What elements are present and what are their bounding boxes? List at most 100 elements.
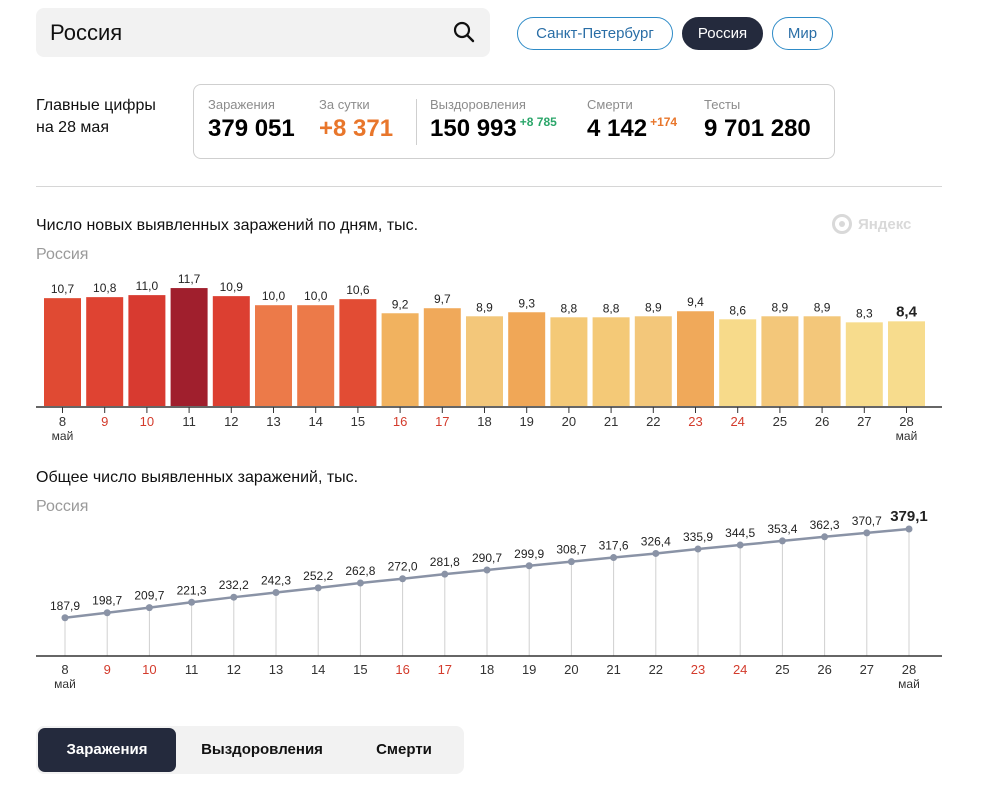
summary-title-line2: на 28 мая xyxy=(36,119,109,136)
stat-deaths-delta: +174 xyxy=(650,115,678,129)
stat-infections: Заражения 379 051 xyxy=(208,97,295,143)
bar xyxy=(212,296,250,406)
point-value-label: 344,5 xyxy=(725,526,755,540)
point-value-label: 317,6 xyxy=(599,539,629,553)
point-value-label: 362,3 xyxy=(810,518,840,532)
bar xyxy=(170,288,208,406)
bar xyxy=(466,316,503,406)
x-tick-label: 18 xyxy=(480,662,494,677)
x-tick-label: 19 xyxy=(519,414,533,429)
x-tick-label: 13 xyxy=(266,414,280,429)
bar xyxy=(128,295,166,406)
bar xyxy=(86,297,124,406)
tab-recoveries[interactable]: Выздоровления xyxy=(201,741,323,758)
region-chip-spb[interactable]: Санкт-Петербург xyxy=(517,17,673,50)
bar xyxy=(888,321,925,406)
x-tick-label: 23 xyxy=(691,662,705,677)
x-tick-label: 25 xyxy=(775,662,789,677)
data-point xyxy=(736,541,744,549)
x-month-label-start: май xyxy=(54,677,76,691)
point-value-label: 379,1 xyxy=(890,510,928,525)
x-tick-label: 10 xyxy=(142,662,156,677)
bar xyxy=(845,322,883,406)
point-value-label: 308,7 xyxy=(556,543,586,557)
tab-infections[interactable]: Заражения xyxy=(38,728,176,772)
tab-deaths[interactable]: Смерти xyxy=(376,741,432,758)
bar xyxy=(677,311,714,406)
bar xyxy=(592,317,630,406)
stat-perday: За сутки +8 371 xyxy=(319,97,393,143)
bar-value-label: 9,3 xyxy=(518,296,535,310)
bar-value-label: 11,7 xyxy=(178,272,201,286)
yandex-logo-icon xyxy=(832,214,852,234)
data-point xyxy=(567,558,575,566)
bar xyxy=(550,317,588,406)
x-tick-label: 20 xyxy=(562,414,576,429)
section-divider xyxy=(36,186,942,187)
x-tick-label: 11 xyxy=(182,414,196,429)
stat-deaths-label: Смерти xyxy=(587,97,633,112)
data-point xyxy=(145,604,153,612)
point-value-label: 221,3 xyxy=(177,583,207,597)
data-point xyxy=(103,609,111,617)
stat-recovered-value: 150 993 xyxy=(430,115,517,142)
stat-infections-value: 379 051 xyxy=(208,115,295,142)
bar xyxy=(719,319,757,406)
data-point xyxy=(441,570,449,578)
total-line-chart: 187,9 198,7 209,7 221,3 232,2 242,3 252,2 262,8… xyxy=(36,510,942,691)
total-chart-region: Россия xyxy=(36,498,89,515)
bar-value-label: 8,9 xyxy=(814,300,831,314)
bar xyxy=(761,316,799,406)
stat-perday-value: +8 371 xyxy=(319,115,394,142)
search-input[interactable]: Россия xyxy=(50,20,123,45)
x-tick-label: 24 xyxy=(733,662,747,677)
stat-recovered-delta: +8 785 xyxy=(519,115,557,129)
data-point xyxy=(652,549,660,557)
daily-chart-region: Россия xyxy=(36,246,89,263)
bar-value-label: 8,9 xyxy=(645,300,662,314)
bar xyxy=(297,305,335,406)
point-value-label: 272,0 xyxy=(388,560,418,574)
data-point xyxy=(188,598,196,606)
x-tick-label: 10 xyxy=(140,414,154,429)
region-chip-world[interactable]: Мир xyxy=(772,17,833,50)
bar-value-label: 9,7 xyxy=(434,292,451,306)
x-tick-label: 17 xyxy=(435,414,449,429)
stat-deaths: Смерти 4 142 +174 xyxy=(587,97,677,143)
x-tick-label: 27 xyxy=(860,662,874,677)
data-point xyxy=(61,614,69,622)
data-point xyxy=(863,529,871,537)
point-value-label: 187,9 xyxy=(50,599,80,613)
x-tick-label: 11 xyxy=(185,662,199,677)
point-value-label: 353,4 xyxy=(767,522,797,536)
stat-tests: Тесты 9 701 280 xyxy=(704,97,811,143)
point-value-label: 281,8 xyxy=(430,555,460,569)
bar-value-label: 8,9 xyxy=(772,300,789,314)
x-tick-label: 16 xyxy=(395,662,409,677)
x-tick-label: 13 xyxy=(269,662,283,677)
search-box[interactable]: Россия xyxy=(36,8,490,57)
data-point xyxy=(610,554,618,562)
x-tick-label: 26 xyxy=(817,662,831,677)
stat-tests-label: Тесты xyxy=(704,97,741,112)
x-tick-label: 8 xyxy=(59,414,66,429)
point-value-label: 335,9 xyxy=(683,530,713,544)
data-point xyxy=(905,525,913,533)
yandex-watermark-text: Яндекс xyxy=(858,216,912,233)
region-chip-russia[interactable]: Россия xyxy=(682,17,763,50)
search-icon[interactable] xyxy=(452,20,476,44)
data-point xyxy=(821,533,829,541)
x-tick-label: 22 xyxy=(649,662,663,677)
stat-recovered-label: Выздоровления xyxy=(430,97,526,112)
x-tick-label: 19 xyxy=(522,662,536,677)
point-value-label: 326,4 xyxy=(641,534,671,548)
point-value-label: 299,9 xyxy=(514,547,544,561)
data-point xyxy=(356,579,364,587)
x-tick-label: 14 xyxy=(308,414,322,429)
data-point xyxy=(483,566,491,574)
x-tick-label: 18 xyxy=(477,414,491,429)
x-tick-label: 9 xyxy=(104,662,111,677)
bar-value-label: 10,6 xyxy=(346,283,370,297)
bar-value-label: 8,8 xyxy=(603,301,620,315)
point-value-label: 262,8 xyxy=(345,564,375,578)
